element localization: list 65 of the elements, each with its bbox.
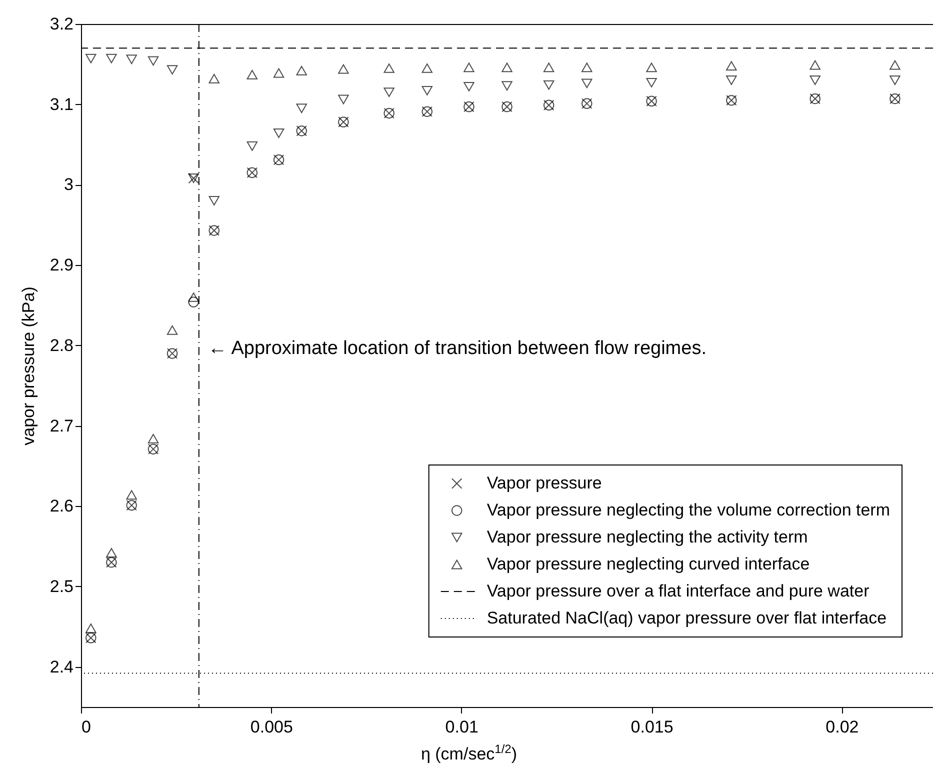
point [810,76,820,85]
point [86,624,96,633]
point [208,196,220,206]
point [582,62,592,72]
y-tick-label: 2.6 [50,496,74,516]
point [543,80,554,90]
legend-label: Vapor pressure [486,474,602,492]
y-tick-label: 3.2 [50,14,74,34]
y-tick-label: 3 [64,175,74,194]
point [246,141,258,151]
y-tick-label: 3.1 [50,94,74,114]
point [890,76,900,85]
y-tick-label: 2.8 [50,336,74,355]
x-tick-label: 0.01 [445,718,478,736]
legend-label: Vapor pressure neglecting curved interface [486,554,810,574]
point [726,61,737,71]
y-tick-label: 2.9 [50,256,74,275]
point [338,64,349,74]
point [148,434,159,444]
x-tick-label: 0 [82,718,91,736]
point [188,296,199,308]
x-tick-label: 0.005 [250,718,293,736]
point [208,74,220,84]
point [464,62,474,72]
point [296,104,307,114]
y-axis-title: vapor pressure (kPa) [18,286,38,446]
point [726,76,737,85]
point [273,68,284,78]
point [126,490,137,500]
point [338,94,349,104]
point [464,82,474,92]
x-tick-label: 0.02 [826,718,859,736]
point [126,54,137,64]
point [246,70,258,80]
point [106,54,117,64]
x-tick-label: 0.015 [630,718,674,736]
point [646,78,657,88]
point [106,548,117,558]
x-axis-title: η (cm/sec$^{1/2}$) [420,742,518,765]
point [296,66,307,76]
point [582,78,592,88]
point [543,62,554,72]
point [273,128,284,138]
point [646,62,657,72]
legend-label: Vapor pressure neglecting the activity term [486,528,808,546]
y-tick-label: 2.5 [50,576,74,596]
point [422,63,432,73]
point [384,88,394,98]
point [86,54,96,64]
point [502,62,512,72]
point [166,325,178,335]
point [890,60,900,70]
point [810,60,820,70]
y-tick-label: 2.4 [50,657,74,676]
point [384,63,394,73]
point [166,65,178,75]
legend-label: Vapor pressure over a flat interface and pure water [486,582,870,600]
point [188,292,199,302]
annotation: ← Approximate location of transition between flow regimes. [208,338,706,359]
legend-label: Vapor pressure neglecting the volume correction term [486,500,890,520]
y-tick-label: 2.7 [50,416,74,436]
point [422,86,432,96]
point [148,56,159,66]
point [502,81,512,91]
legend-label: Saturated NaCl(aq) vapor pressure over flat interface [486,608,887,628]
